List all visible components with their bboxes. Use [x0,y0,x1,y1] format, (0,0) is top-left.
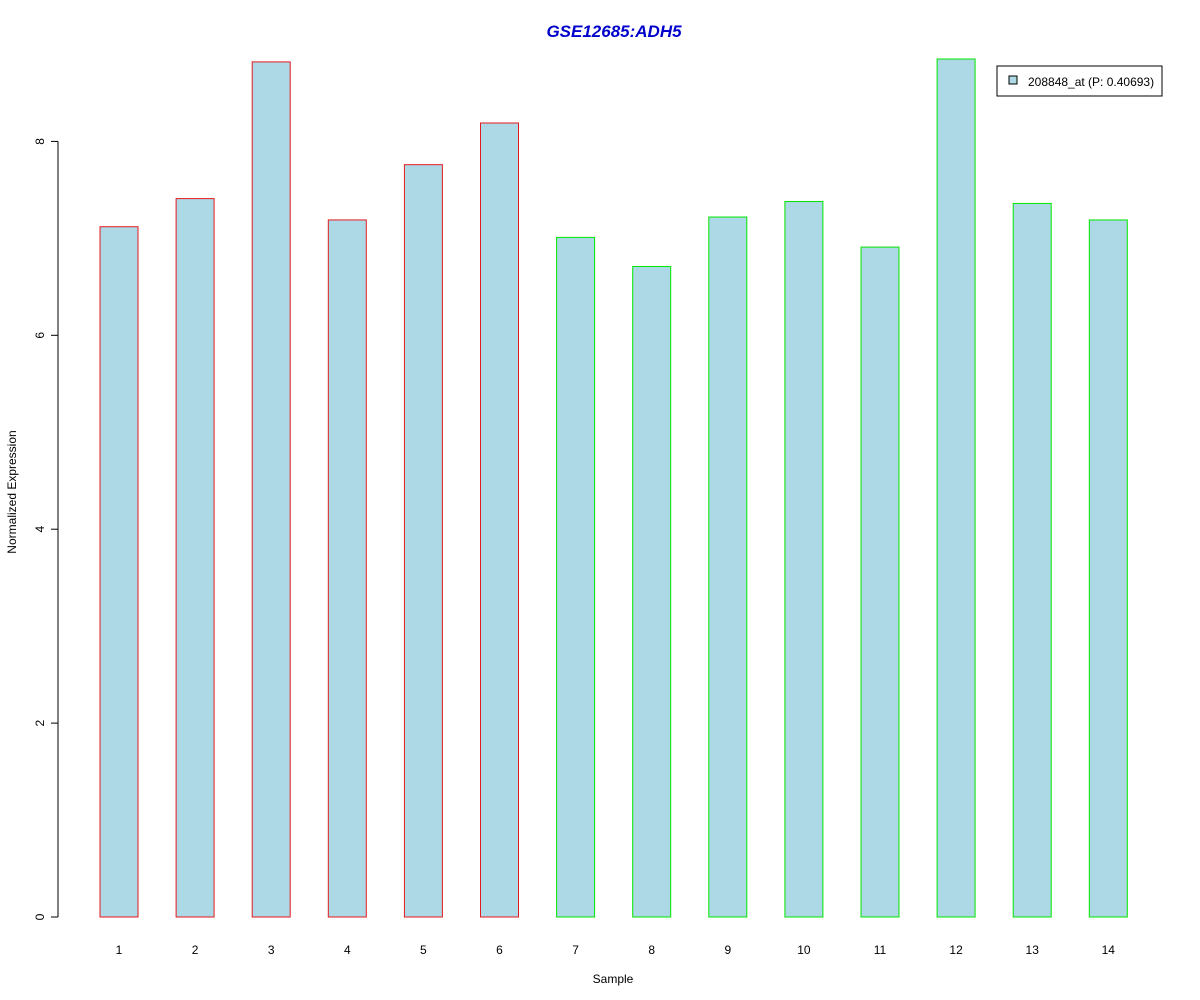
bar [480,122,519,918]
bar [936,58,976,918]
bar [1088,219,1128,918]
x-tick-label: 8 [648,943,655,957]
bar [632,265,672,918]
bar [175,198,215,918]
y-axis: 0 2 4 6 8 [33,138,59,920]
x-axis-title: Sample [593,972,634,986]
y-tick-label: 0 [33,913,47,920]
x-tick-label: 5 [420,943,427,957]
x-tick-label: 12 [949,943,963,957]
x-tick-label: 7 [572,943,579,957]
bar [251,61,291,918]
bar [327,219,367,918]
x-tick-label: 2 [192,943,199,957]
legend-box [996,65,1163,97]
y-tick-label: 2 [33,719,47,726]
bar [708,216,748,918]
x-tick-label: 3 [268,943,275,957]
y-tick-label: 6 [33,332,47,339]
legend-label: 208848_at (P: 0.40693) [1028,75,1154,89]
x-tick-label: 13 [1026,943,1040,957]
bar [99,226,139,918]
y-axis-title: Normalized Expression [5,430,19,553]
bar [403,164,443,918]
chart-title: GSE12685:ADH5 [546,22,682,41]
x-tick-label: 11 [874,943,887,957]
x-tick-label: 9 [724,943,731,957]
legend: 208848_at (P: 0.40693) [996,65,1163,97]
x-tick-label: 14 [1102,943,1116,957]
x-tick-label: 1 [116,943,123,957]
legend-swatch [1008,75,1018,85]
x-tick-label: 10 [797,943,811,957]
bar [1012,202,1052,918]
bars [99,58,1128,918]
bar [784,201,824,918]
y-tick-label: 4 [33,526,47,533]
y-tick-label: 8 [33,138,47,145]
x-axis-ticks: 1 2 3 4 5 6 7 8 9 10 11 12 13 14 [116,943,1116,957]
x-tick-label: 4 [344,943,351,957]
bar [860,246,900,918]
bar [556,236,596,918]
x-tick-label: 6 [496,943,503,957]
